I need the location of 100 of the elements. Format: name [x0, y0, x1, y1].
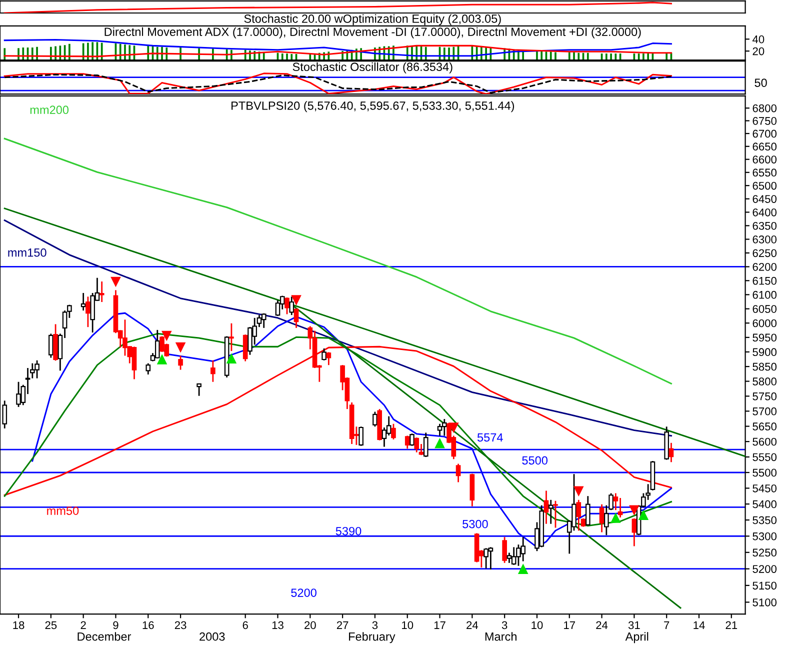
- candlestick: [502, 536, 507, 564]
- point: [638, 510, 649, 520]
- line-series: [4, 38, 672, 57]
- candlestick: [456, 463, 461, 483]
- y-tick-label: 5600: [752, 438, 777, 446]
- x-tick-label: 2: [80, 621, 86, 630]
- y-tick-label: 5350: [752, 516, 777, 524]
- point: [573, 486, 584, 496]
- point: [175, 342, 186, 353]
- line-series: [4, 44, 672, 58]
- ref-line-label: 5574: [477, 433, 503, 442]
- candlestick: [553, 500, 558, 528]
- text: 50: [754, 78, 767, 87]
- ref-line-label: 5390: [336, 526, 362, 536]
- candlestick: [358, 426, 364, 447]
- chart-title: PTBVLPSI20 (5,576.40, 5,595.67, 5,533.30, 5,551.44): [232, 101, 514, 112]
- candlestick: [585, 495, 590, 526]
- candlestick: [668, 442, 674, 463]
- text: April: [625, 632, 648, 644]
- y-tick-label: 6250: [752, 249, 777, 258]
- y-tick-label: 5500: [752, 468, 777, 477]
- y-tick-label: 5650: [752, 422, 777, 430]
- point: [434, 438, 445, 448]
- point: [291, 295, 302, 306]
- candlestick: [544, 490, 549, 525]
- text: 2003: [200, 632, 225, 641]
- candlestick: [289, 296, 294, 316]
- x-tick-label: 13: [272, 621, 284, 630]
- x-tick-label: 31: [628, 621, 640, 630]
- text: mm50: [47, 506, 79, 515]
- x-tick-label: 7: [664, 621, 670, 630]
- text: March: [485, 632, 516, 641]
- candlestick: [99, 280, 104, 303]
- y-tick-label: 6200: [752, 263, 777, 271]
- candlestick: [442, 418, 447, 436]
- y-tick-label: 6150: [752, 276, 777, 285]
- x-tick-label: 14: [694, 621, 705, 630]
- text: Stochastic 20.00 wOptimization Equity (2,003.05): [244, 14, 501, 26]
- candlestick: [80, 292, 86, 312]
- point: [610, 512, 621, 523]
- x-tick-label: 3: [372, 621, 378, 630]
- candlestick: [178, 355, 183, 370]
- x-tick-label: 21: [726, 621, 738, 630]
- x-tick-label: 24: [596, 621, 608, 630]
- y-tick-label: 5200: [752, 565, 777, 573]
- candlestick: [86, 296, 90, 328]
- x-tick-label: 10: [532, 621, 543, 630]
- y-tick-label: 5900: [752, 348, 777, 356]
- y-tick-label: 5450: [752, 484, 777, 492]
- y-tick-label: 5100: [752, 598, 777, 606]
- ref-line-label: 5500: [522, 456, 548, 465]
- candlestick: [414, 436, 420, 454]
- x-tick-label: 24: [466, 621, 478, 630]
- x-tick-label: 23: [174, 621, 186, 630]
- x-tick-label: 25: [45, 621, 57, 630]
- candlestick: [294, 308, 299, 329]
- candlestick: [48, 332, 54, 358]
- y-tick-label: 6600: [752, 156, 777, 164]
- x-tick-label: 17: [434, 621, 446, 630]
- point: [156, 354, 168, 364]
- candlestick: [632, 518, 637, 547]
- x-tick-label: 16: [142, 621, 154, 630]
- y-tick-label: 40: [752, 35, 764, 44]
- y-tick-label: 6000: [752, 319, 777, 328]
- point: [110, 276, 121, 288]
- y-tick-label: 6350: [752, 222, 777, 230]
- chart-title: Directnl Movement ADX (17.0000), Directnl Movement -DI (17.0000), Directnl Movement +DI (32.0000): [104, 27, 641, 38]
- candlestick: [548, 499, 554, 525]
- candlestick: [322, 348, 326, 362]
- candlestick: [404, 435, 410, 450]
- ref-line-label: 5200: [291, 588, 316, 597]
- x-tick-label: 10: [402, 621, 414, 630]
- candlestick: [210, 360, 216, 383]
- text: mm200: [30, 106, 69, 114]
- candlestick: [599, 504, 604, 533]
- y-tick-label: 5700: [752, 407, 777, 416]
- candlestick: [326, 352, 332, 366]
- chart-title: Stochastic Oscillator (86.3534): [292, 62, 452, 74]
- point: [162, 330, 172, 342]
- y-tick-label: 6400: [752, 208, 777, 216]
- line-series: [4, 332, 672, 527]
- candlestick: [154, 329, 160, 360]
- y-tick-label: 6800: [752, 104, 777, 112]
- x-tick-label: 3: [502, 621, 508, 630]
- candlestick: [618, 497, 623, 518]
- y-tick-label: 6050: [752, 305, 777, 313]
- y-tick-label: 5250: [752, 548, 777, 557]
- y-tick-label: 6500: [752, 182, 777, 190]
- candlestick: [229, 322, 234, 352]
- y-tick-label: 5800: [752, 378, 777, 386]
- y-tick-label: 5750: [752, 392, 777, 400]
- text: February: [349, 632, 396, 644]
- candlestick: [261, 312, 266, 329]
- ref-line-label: 5300: [462, 520, 488, 528]
- candlestick: [284, 296, 290, 315]
- y-tick-label: 6100: [752, 290, 777, 299]
- x-tick-label: 27: [336, 621, 348, 630]
- candlestick: [242, 334, 248, 362]
- y-tick-label: 5950: [752, 334, 777, 342]
- y-tick-label: 5850: [752, 362, 777, 371]
